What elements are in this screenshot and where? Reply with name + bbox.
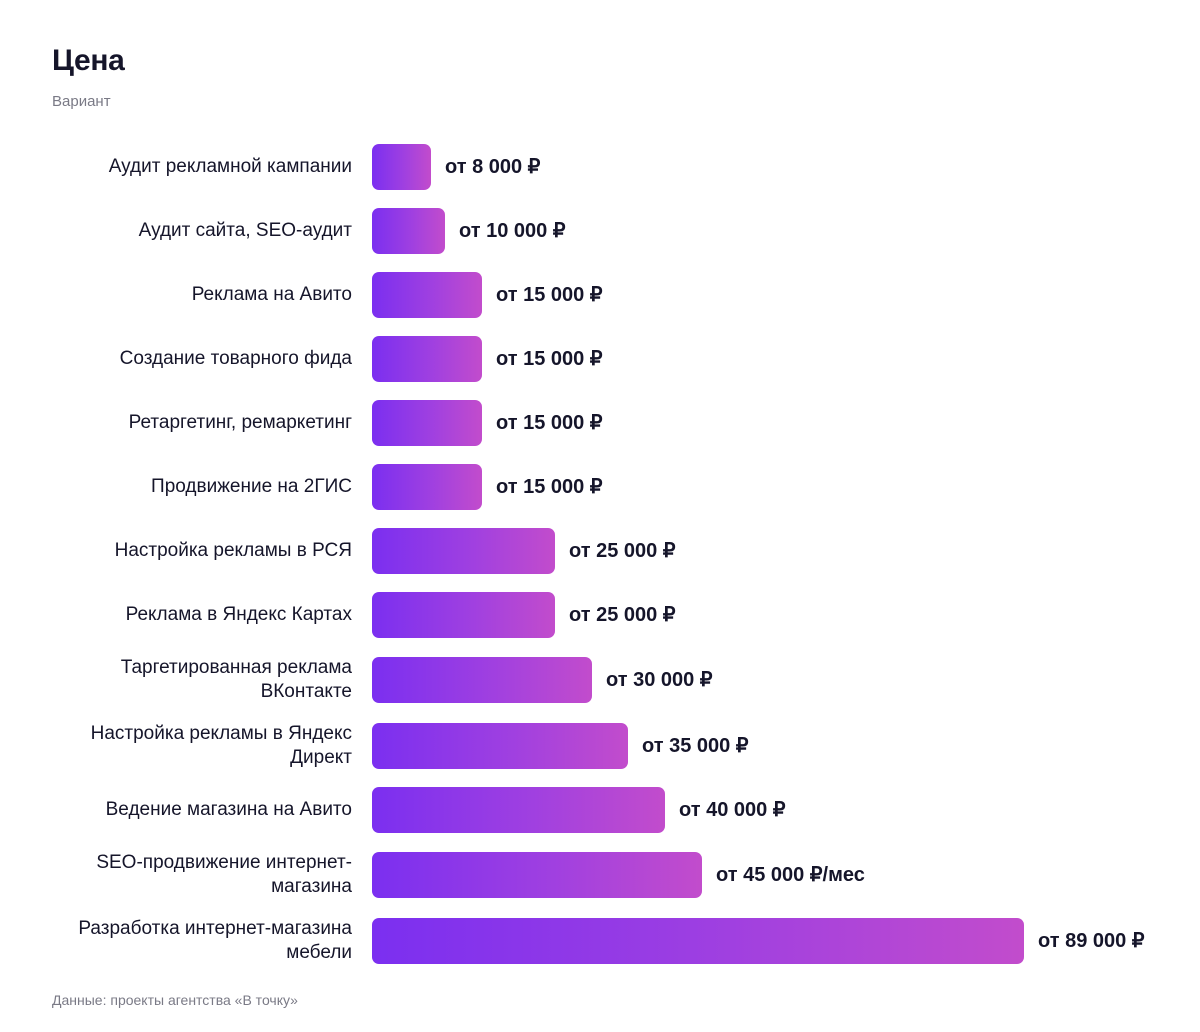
value-label: от 8 000 ₽ [445,156,541,178]
value-label: от 30 000 ₽ [606,669,713,691]
bar [372,336,482,382]
category-label: Реклама в Яндекс Картах [125,604,352,625]
category-label: Аудит рекламной кампании [108,156,352,177]
category-label: Ретаргетинг, ремаркетинг [128,412,352,433]
value-label: от 15 000 ₽ [496,284,603,306]
bar [372,208,445,254]
bar [372,787,665,833]
category-label: SEO-продвижение интернет-магазина [96,852,352,897]
category-label: Создание товарного фида [119,348,352,369]
value-label: от 15 000 ₽ [496,348,603,370]
category-label: Реклама на Авито [191,284,352,305]
value-label: от 10 000 ₽ [459,220,566,242]
bar [372,464,482,510]
value-label: от 15 000 ₽ [496,412,603,434]
bar [372,400,482,446]
value-label: от 40 000 ₽ [679,799,786,821]
value-label: от 89 000 ₽ [1038,930,1145,952]
category-label: Аудит сайта, SEO-аудит [138,220,352,241]
chart-title: Цена [52,44,125,77]
bar [372,723,628,769]
bar [372,657,592,703]
bar [372,852,702,898]
bar [372,528,555,574]
category-label: Ведение магазина на Авито [105,799,352,820]
category-label: Таргетированная реклама ВКонтакте [120,657,352,702]
bar [372,918,1024,964]
value-label: от 45 000 ₽/мес [716,864,865,886]
category-label: Настройка рекламы в РСЯ [114,540,352,561]
category-label: Настройка рекламы в Яндекс Директ [90,723,352,768]
value-label: от 15 000 ₽ [496,476,603,498]
source-note: Данные: проекты агентства «В точку» [52,992,298,1008]
value-label: от 35 000 ₽ [642,735,749,757]
bar [372,592,555,638]
bar [372,144,431,190]
category-label: Продвижение на 2ГИС [151,476,352,497]
bar [372,272,482,318]
value-label: от 25 000 ₽ [569,604,676,626]
chart-subtitle: Вариант [52,93,111,110]
category-label: Разработка интернет-магазина мебели [78,918,352,963]
value-label: от 25 000 ₽ [569,540,676,562]
